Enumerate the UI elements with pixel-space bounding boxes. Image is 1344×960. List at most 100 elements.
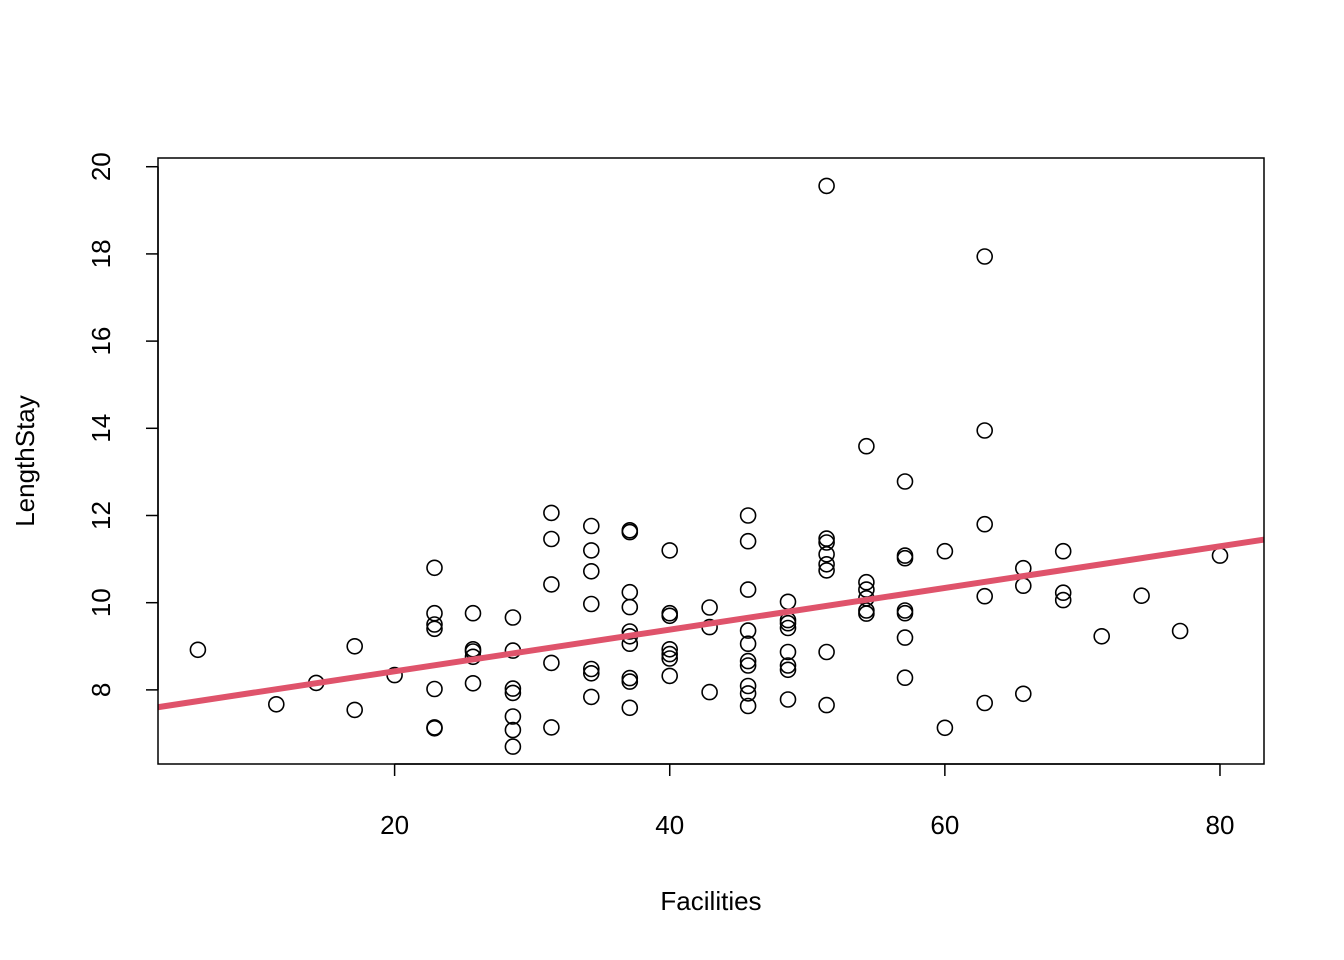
- y-tick-label: 18: [86, 239, 116, 268]
- data-point: [739, 507, 757, 524]
- data-point: [621, 699, 639, 717]
- data-point: [504, 721, 522, 739]
- x-tick-label: 60: [930, 810, 959, 840]
- data-point: [1093, 627, 1110, 645]
- data-point: [621, 583, 639, 601]
- data-point: [426, 616, 443, 633]
- data-point: [621, 669, 639, 687]
- data-point: [739, 532, 757, 550]
- data-point: [896, 604, 914, 622]
- regression-line: [158, 536, 1264, 711]
- data-point: [818, 696, 835, 714]
- data-point: [504, 680, 522, 697]
- data-point: [504, 684, 522, 702]
- data-point: [976, 694, 994, 712]
- data-point: [621, 523, 639, 541]
- data-point: [661, 542, 679, 559]
- data-point: [189, 641, 207, 659]
- data-point: [818, 555, 835, 573]
- data-point: [896, 549, 914, 567]
- data-point: [818, 177, 835, 195]
- x-tick-label: 40: [655, 810, 684, 840]
- data-point: [858, 573, 875, 591]
- data-point: [1054, 584, 1072, 602]
- data-point: [543, 576, 560, 593]
- y-tick-label: 8: [86, 683, 116, 697]
- data-point: [739, 677, 757, 695]
- data-point: [426, 620, 443, 638]
- data-point: [543, 530, 560, 548]
- data-point: [582, 517, 600, 535]
- data-point: [543, 719, 560, 736]
- x-tick-label: 20: [380, 810, 409, 840]
- data-point: [582, 562, 600, 580]
- data-point: [739, 657, 757, 674]
- data-point: [504, 738, 522, 755]
- data-point: [1054, 591, 1072, 609]
- data-point: [701, 599, 718, 616]
- data-point: [779, 619, 797, 637]
- data-point: [818, 562, 835, 579]
- y-tick-label: 16: [86, 327, 116, 356]
- data-point: [1054, 542, 1072, 560]
- data-point: [818, 530, 835, 547]
- data-point: [426, 719, 443, 737]
- data-point: [426, 559, 443, 577]
- plot-frame: [157, 157, 1265, 765]
- data-point: [661, 650, 679, 667]
- data-point: [346, 701, 364, 719]
- data-point: [464, 604, 482, 622]
- data-point: [661, 640, 679, 658]
- data-point: [818, 545, 835, 563]
- data-point: [779, 614, 797, 632]
- data-point: [936, 719, 954, 737]
- data-point: [1014, 685, 1032, 703]
- data-point: [818, 534, 835, 551]
- data-point: [543, 504, 560, 522]
- data-point: [621, 598, 639, 616]
- data-point: [701, 683, 718, 701]
- data-point: [621, 623, 639, 640]
- data-point: [818, 643, 835, 661]
- data-point: [739, 622, 757, 639]
- data-point: [504, 708, 522, 725]
- data-point: [267, 695, 285, 713]
- data-point: [976, 422, 994, 439]
- data-point: [739, 697, 757, 715]
- data-point: [936, 542, 954, 560]
- data-point: [976, 515, 994, 533]
- data-points: [189, 177, 1229, 755]
- data-point: [779, 691, 797, 708]
- x-tick-label: 80: [1206, 810, 1235, 840]
- data-point: [346, 637, 364, 655]
- y-axis: 8 10 12 14 16 18 20: [86, 152, 159, 697]
- data-point: [543, 654, 560, 672]
- data-point: [739, 652, 757, 670]
- data-point: [779, 661, 797, 679]
- data-point: [739, 635, 757, 653]
- data-point: [582, 660, 600, 678]
- data-point: [896, 629, 914, 646]
- data-point: [739, 581, 757, 598]
- data-point: [1171, 622, 1189, 640]
- x-axis: 20 40 60 80: [380, 763, 1235, 840]
- regression-line-layer: [158, 536, 1264, 711]
- data-point: [739, 685, 757, 702]
- data-point: [976, 248, 994, 265]
- data-point: [661, 607, 679, 625]
- data-point: [1014, 577, 1032, 595]
- data-point: [621, 673, 639, 690]
- data-point: [426, 680, 443, 698]
- data-point: [582, 542, 600, 559]
- data-point: [858, 437, 875, 455]
- data-point: [464, 674, 482, 692]
- data-point: [1211, 547, 1229, 564]
- data-point: [896, 669, 914, 687]
- data-point: [779, 643, 797, 661]
- data-point: [896, 473, 914, 490]
- x-axis-title: Facilities: [660, 886, 761, 916]
- data-point: [582, 688, 600, 706]
- y-tick-label: 12: [86, 501, 116, 530]
- data-point: [976, 587, 994, 605]
